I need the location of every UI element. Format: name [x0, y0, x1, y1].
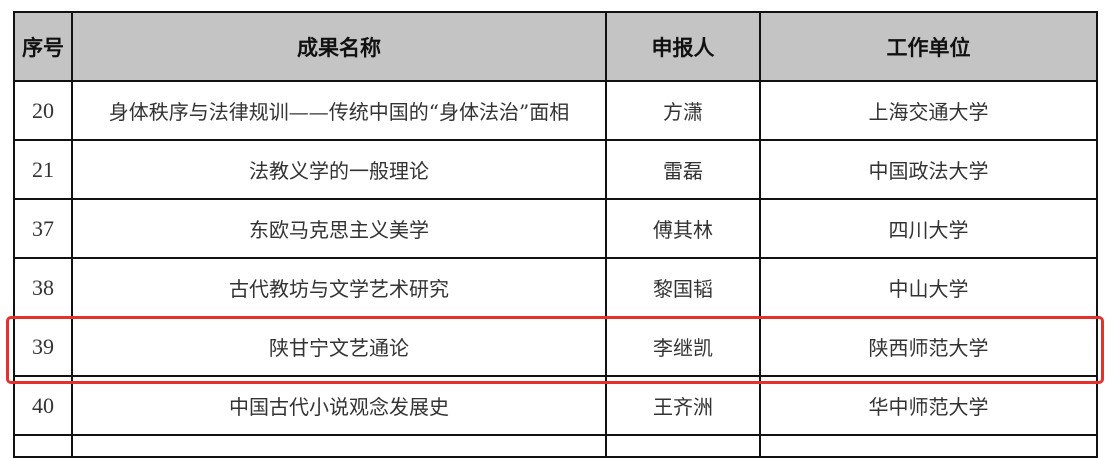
header-index: 序号: [13, 11, 73, 82]
table-row: 39 陕甘宁文艺通论 李继凯 陕西师范大学: [13, 316, 1098, 377]
cell-applicant: 方潇: [605, 80, 761, 141]
table-row: 37 东欧马克思主义美学 傅其林 四川大学: [13, 198, 1098, 259]
cell-index: 21: [13, 139, 73, 200]
cell-empty: [13, 434, 73, 458]
table-row: 38 古代教坊与文学艺术研究 黎国韬 中山大学: [13, 257, 1098, 318]
table-row: 40 中国古代小说观念发展史 王齐洲 华中师范大学: [13, 375, 1098, 436]
cell-title: 法教义学的一般理论: [71, 139, 607, 200]
cell-applicant: 雷磊: [605, 139, 761, 200]
cell-index: 20: [13, 80, 73, 141]
cell-applicant: 李继凯: [605, 316, 761, 377]
cell-applicant: 王齐洲: [605, 375, 761, 436]
results-table: 序号 成果名称 申报人 工作单位 20 身体秩序与法律规训——传统中国的“身体法治…: [13, 11, 1098, 458]
cell-unit: 陕西师范大学: [759, 316, 1098, 377]
cell-unit: 上海交通大学: [759, 80, 1098, 141]
header-unit: 工作单位: [759, 11, 1098, 82]
cell-applicant: 傅其林: [605, 198, 761, 259]
cell-title: 古代教坊与文学艺术研究: [71, 257, 607, 318]
cell-index: 40: [13, 375, 73, 436]
cell-title: 东欧马克思主义美学: [71, 198, 607, 259]
cell-unit: 中山大学: [759, 257, 1098, 318]
cell-title: 中国古代小说观念发展史: [71, 375, 607, 436]
table-row: 20 身体秩序与法律规训——传统中国的“身体法治”面相 方潇 上海交通大学: [13, 80, 1098, 141]
cell-title: 陕甘宁文艺通论: [71, 316, 607, 377]
cell-index: 37: [13, 198, 73, 259]
cell-index: 39: [13, 316, 73, 377]
cell-empty: [71, 434, 607, 458]
header-applicant: 申报人: [605, 11, 761, 82]
header-title: 成果名称: [71, 11, 607, 82]
cell-title: 身体秩序与法律规训——传统中国的“身体法治”面相: [71, 80, 607, 141]
table-row: 21 法教义学的一般理论 雷磊 中国政法大学: [13, 139, 1098, 200]
cell-unit: 四川大学: [759, 198, 1098, 259]
cell-applicant: 黎国韬: [605, 257, 761, 318]
cell-unit: 中国政法大学: [759, 139, 1098, 200]
cell-empty: [605, 434, 761, 458]
cell-index: 38: [13, 257, 73, 318]
table-row-partial: [13, 434, 1098, 458]
cell-unit: 华中师范大学: [759, 375, 1098, 436]
cell-empty: [759, 434, 1098, 458]
header-row: 序号 成果名称 申报人 工作单位: [13, 11, 1098, 82]
